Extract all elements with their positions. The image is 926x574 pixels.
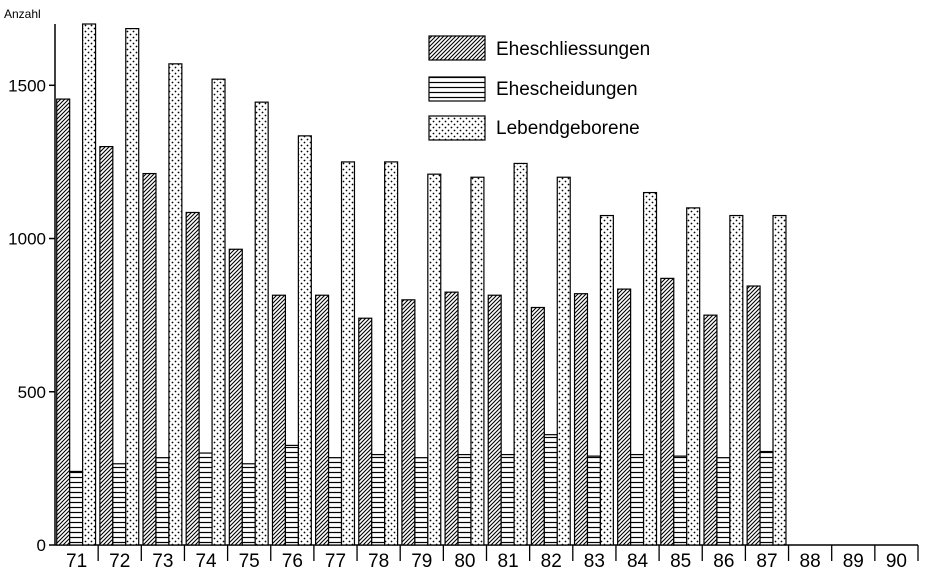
y-axis-label: Anzahl [4, 7, 41, 21]
bar-ehescheidungen-72 [112, 463, 127, 546]
bar-eheschliessungen-81 [487, 294, 502, 546]
bar-eheschliessungen-73 [142, 172, 157, 546]
bar-eheschliessungen-77 [315, 294, 330, 546]
bar-lebendgeborene-72 [125, 27, 140, 546]
x-tick-label: 72 [109, 551, 130, 572]
bar-ehescheidungen-77 [327, 457, 343, 546]
bar-eheschliessungen-79 [401, 299, 416, 546]
legend-label-ehescheidungen: Ehescheidungen [496, 79, 638, 100]
x-tick-label: 85 [670, 551, 691, 572]
y-axis-ticks: 0 500 1000 1500 [8, 76, 55, 555]
x-tick-label: 74 [195, 551, 217, 572]
bar-lebendgeborene-86 [729, 214, 744, 546]
legend-label-lebendgeborene: Lebendgeborene [496, 118, 640, 139]
bar-eheschliessungen-74 [185, 211, 200, 546]
legend: Eheschliessungen Ehescheidungen Lebendge… [428, 35, 650, 141]
bar-lebendgeborene-77 [340, 161, 356, 546]
x-tick-label: 78 [368, 551, 389, 572]
bar-eheschliessungen-85 [660, 277, 675, 546]
x-tick-label: 79 [411, 551, 432, 572]
x-axis-ticks: 71 72 73 74 75 76 77 78 79 80 81 82 83 84 85 86 87 88 89 90 [66, 545, 919, 572]
bar-ehescheidungen-80 [457, 453, 472, 546]
bar-eheschliessungen-83 [573, 293, 589, 546]
bar-lebendgeborene-80 [470, 176, 485, 546]
bar-ehescheidungen-79 [414, 457, 429, 546]
bar-lebendgeborene-87 [772, 214, 787, 546]
y-tick-label: 1500 [8, 76, 46, 95]
bar-eheschliessungen-82 [530, 306, 545, 546]
bar-ehescheidungen-74 [198, 452, 213, 546]
bar-ehescheidungen-84 [630, 453, 645, 546]
bar-lebendgeborene-73 [168, 63, 183, 546]
y-tick-label: 0 [37, 536, 46, 555]
bar-lebendgeborene-85 [686, 207, 701, 546]
bars [56, 23, 787, 546]
bar-eheschliessungen-78 [358, 317, 373, 546]
x-tick-label: 90 [886, 551, 907, 572]
x-tick-label: 73 [152, 551, 173, 572]
bar-ehescheidungen-83 [586, 455, 602, 546]
bar-lebendgeborene-79 [427, 173, 442, 546]
bar-lebendgeborene-83 [599, 214, 614, 546]
bar-ehescheidungen-71 [69, 470, 84, 546]
x-tick-label: 86 [713, 551, 734, 572]
bar-lebendgeborene-76 [297, 135, 312, 546]
bar-eheschliessungen-71 [56, 98, 71, 546]
legend-swatch-lebendgeborene [428, 115, 486, 141]
legend-label-eheschliessungen: Eheschliessungen [496, 39, 650, 60]
x-tick-label: 81 [498, 551, 519, 572]
x-tick-label: 87 [756, 551, 777, 572]
bar-eheschliessungen-86 [703, 314, 718, 546]
x-tick-label: 82 [541, 551, 562, 572]
legend-swatch-ehescheidungen [428, 76, 486, 102]
bar-lebendgeborene-74 [211, 78, 226, 546]
x-tick-label: 71 [66, 551, 87, 572]
bar-ehescheidungen-76 [284, 444, 299, 546]
bar-ehescheidungen-86 [716, 457, 731, 546]
x-tick-label: 83 [584, 551, 605, 572]
bar-lebendgeborene-84 [642, 191, 658, 546]
bar-lebendgeborene-75 [254, 101, 269, 546]
bar-eheschliessungen-76 [271, 294, 287, 546]
bar-ehescheidungen-81 [500, 453, 515, 546]
y-tick-label: 500 [18, 383, 46, 402]
bar-eheschliessungen-75 [228, 248, 243, 546]
y-tick-label: 1000 [8, 230, 46, 249]
legend-swatch-eheschliessungen [428, 35, 486, 61]
bar-eheschliessungen-80 [444, 291, 459, 546]
bar-lebendgeborene-71 [82, 23, 97, 546]
x-tick-label: 75 [239, 551, 260, 572]
bar-ehescheidungen-87 [759, 450, 774, 546]
x-tick-label: 89 [843, 551, 864, 572]
x-tick-label: 76 [282, 551, 303, 572]
bar-ehescheidungen-75 [241, 463, 256, 546]
x-tick-label: 77 [325, 551, 346, 572]
bar-ehescheidungen-85 [673, 455, 688, 546]
bar-eheschliessungen-87 [746, 285, 761, 546]
bar-lebendgeborene-81 [513, 162, 528, 546]
bar-ehescheidungen-73 [155, 457, 170, 546]
bar-lebendgeborene-82 [556, 176, 571, 546]
bar-ehescheidungen-78 [371, 453, 386, 546]
x-tick-label: 80 [454, 551, 475, 572]
bar-eheschliessungen-84 [617, 288, 632, 546]
x-tick-label: 88 [800, 551, 821, 572]
x-tick-label: 84 [627, 551, 649, 572]
bar-eheschliessungen-72 [99, 145, 114, 546]
bar-ehescheidungen-82 [543, 434, 558, 546]
bar-lebendgeborene-78 [384, 161, 399, 546]
